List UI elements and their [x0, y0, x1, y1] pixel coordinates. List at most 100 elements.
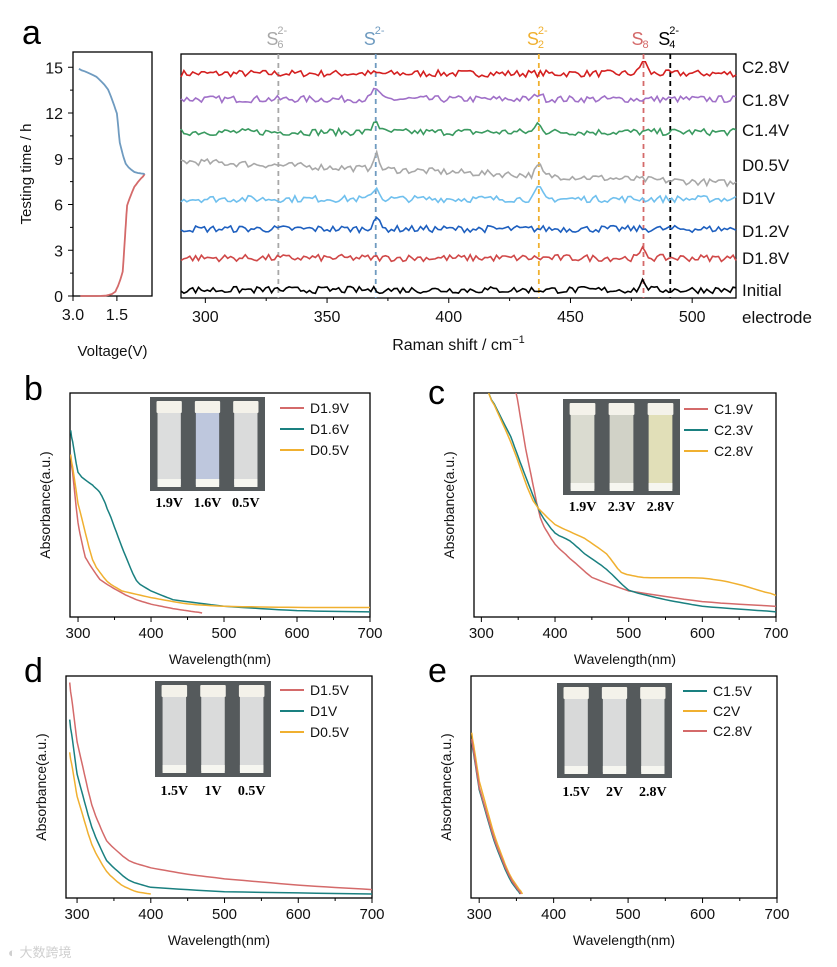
- x-tick-label: 500: [211, 625, 236, 642]
- photo-voltage-label: 2.8V: [639, 785, 667, 800]
- photo-voltage-label: 2V: [606, 785, 623, 800]
- cuvette-base: [239, 765, 264, 773]
- legend-label: C2.8V: [713, 723, 753, 739]
- x-tick-label: 300: [192, 309, 219, 326]
- legend-label: D0.5V: [310, 724, 350, 740]
- legend-label: D0.5V: [310, 442, 350, 458]
- y-tick-label: 12: [45, 106, 63, 123]
- cuvette: [609, 415, 634, 489]
- legend-label: D1V: [310, 703, 338, 719]
- spectrum-label: C1.8V: [742, 91, 790, 110]
- legend-label: C2V: [713, 703, 741, 719]
- photo-voltage-label: 1.5V: [562, 785, 590, 800]
- photo-voltage-label: 0.5V: [232, 496, 260, 511]
- legend-label: D1.9V: [310, 400, 350, 416]
- x-tick-label: 350: [314, 309, 341, 326]
- x-tick-label: 500: [616, 906, 641, 923]
- inset-photo: 1.9V 2.3V 2.8V: [563, 399, 680, 515]
- cuvette-base: [570, 483, 595, 491]
- x-axis-label: Raman shift / cm−1: [392, 334, 525, 354]
- chart-b: 300 400 500 600 700 Wavelength(nm) Absorbance(…: [37, 392, 383, 667]
- reference-label: S2- 2: [527, 25, 548, 51]
- x-tick-label: 300: [66, 625, 91, 642]
- x-tick-label: 300: [65, 906, 90, 923]
- panel-label-c: c: [428, 374, 445, 412]
- cuvette-base: [648, 483, 673, 491]
- cuvette: [602, 699, 627, 772]
- cuvette-base: [602, 766, 627, 774]
- series-line-D1V: [68, 719, 372, 895]
- y-tick-label: 0: [54, 289, 63, 306]
- y-tick-label: 15: [45, 60, 63, 77]
- reference-label: S2- 6: [266, 25, 287, 51]
- spectrum-label: C2.8V: [742, 58, 790, 77]
- photo-voltage-label: 1V: [204, 784, 221, 799]
- y-tick-label: 3: [54, 243, 63, 260]
- spectrum-C1.8V: [180, 87, 737, 105]
- reference-label-base: S: [658, 29, 670, 49]
- x-tick-label: 700: [359, 906, 384, 923]
- photo-voltage-label: 2.8V: [647, 500, 675, 515]
- reference-label: S2- 4: [658, 25, 679, 51]
- legend-label: C2.8V: [714, 443, 754, 459]
- x-axis-label: Voltage(V): [77, 343, 147, 360]
- reference-label-superscript: 2-: [277, 25, 287, 37]
- x-axis-label: Wavelength(nm): [573, 932, 675, 948]
- y-axis-label: Absorbance(a.u.): [33, 733, 49, 840]
- series-line-D0.5V: [70, 454, 370, 609]
- cuvette: [564, 699, 588, 772]
- legend-label: D1.6V: [310, 421, 350, 437]
- plot-frame: [180, 53, 737, 299]
- x-tick-label: 700: [764, 906, 789, 923]
- reference-label-superscript: 2-: [375, 25, 385, 37]
- photo-voltage-label: 1.5V: [161, 784, 189, 799]
- x-tick-label: 500: [679, 309, 706, 326]
- spectrum-C2.8V: [180, 61, 737, 79]
- legend-label: C1.5V: [713, 683, 753, 699]
- x-tick-label: 300: [467, 906, 492, 923]
- watermark: ◐ 大数跨境: [8, 945, 71, 960]
- x-tick-label: 400: [138, 906, 163, 923]
- x-tick-label: 600: [690, 906, 715, 923]
- x-tick-label: 450: [557, 309, 584, 326]
- photo-voltage-label: 2.3V: [608, 500, 636, 515]
- cuvette: [195, 413, 220, 485]
- cuvette: [239, 697, 264, 771]
- y-axis-label: Absorbance(a.u.): [441, 451, 457, 558]
- plot-frame: [470, 675, 778, 899]
- inset-photo: 1.5V 2V 2.8V: [557, 683, 672, 800]
- reference-label-base: S: [364, 29, 376, 49]
- reference-label: S8: [632, 29, 649, 51]
- x-tick-label: 700: [763, 625, 788, 642]
- panel-label-b: b: [24, 370, 43, 408]
- spectrum-D0.5V: [180, 149, 737, 188]
- series-line-C1.5V: [471, 741, 521, 895]
- series-line-discharge: [80, 173, 146, 297]
- x-tick-label: 300: [469, 625, 494, 642]
- x-tick-label: 500: [616, 625, 641, 642]
- spectrum-Initial-electrode: [180, 277, 737, 295]
- legend-label: D1.5V: [310, 682, 350, 698]
- x-tick-label: 600: [690, 625, 715, 642]
- photo-voltage-label: 0.5V: [238, 784, 266, 799]
- y-axis-label: Testing time / h: [18, 124, 35, 225]
- photo-voltage-label: 1.6V: [194, 496, 222, 511]
- cuvette-cap: [238, 685, 265, 697]
- cuvette-cap: [156, 401, 182, 413]
- reference-label-subscript: 2: [538, 39, 544, 51]
- panel-label-a: a: [22, 14, 41, 52]
- panel-label-d: d: [24, 652, 43, 690]
- series-line-D1.5V: [68, 682, 372, 891]
- cuvette-cap: [601, 687, 628, 699]
- series-line-D0.5V: [68, 752, 151, 895]
- cuvette-cap: [647, 403, 674, 415]
- spectrum-label: C1.4V: [742, 121, 790, 140]
- spectrum-label: electrode: [742, 308, 812, 327]
- x-axis-label: Wavelength(nm): [169, 651, 271, 667]
- series-line-charge: [78, 68, 145, 175]
- legend-label: C2.3V: [714, 422, 754, 438]
- series-line-C2.8V: [487, 393, 776, 597]
- plot-frame: [473, 392, 777, 618]
- chart-a-voltage: 3.0 1.5 0 3 6 9 12 15 Voltage(V) Testing time / h: [18, 51, 153, 360]
